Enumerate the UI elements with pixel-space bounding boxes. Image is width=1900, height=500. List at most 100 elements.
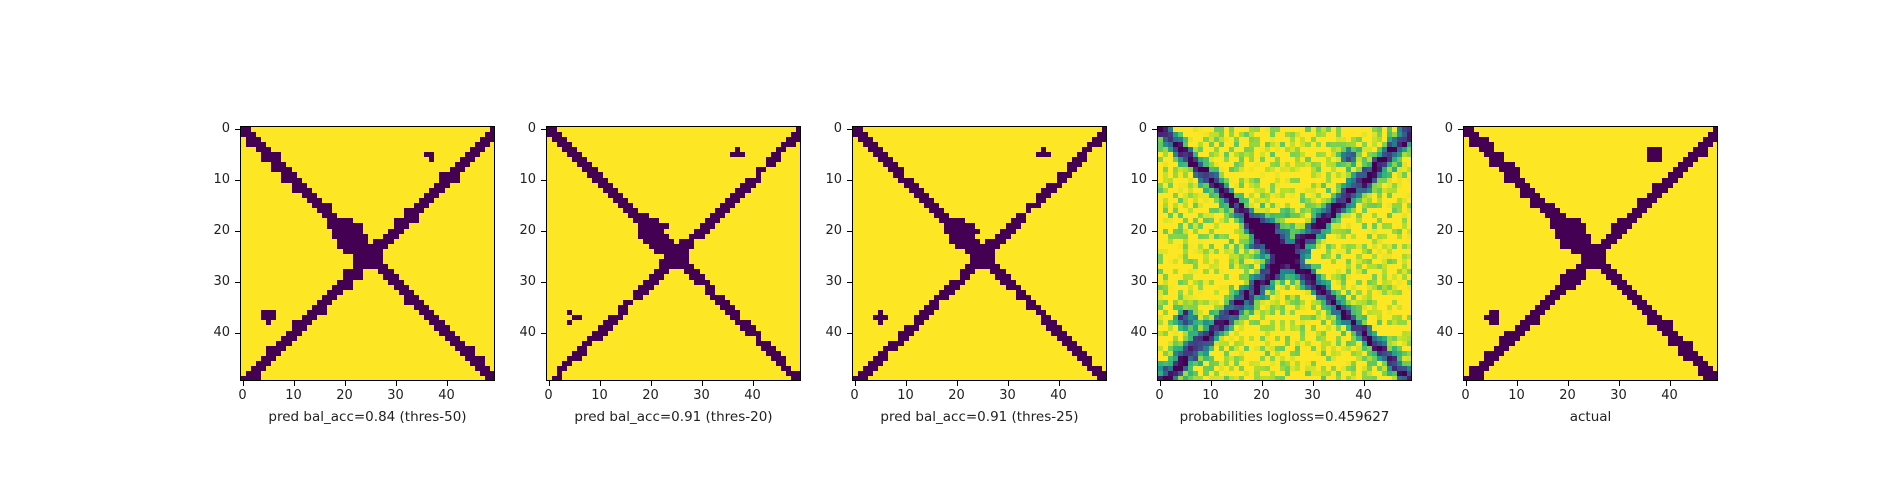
y-tick-label: 20: [825, 222, 842, 238]
x-tick-label: 40: [1661, 388, 1678, 403]
x-tick-label: 10: [1202, 388, 1219, 403]
y-tick-label: 40: [519, 324, 536, 340]
x-tick-mark: [1210, 381, 1212, 386]
y-tick-mark: [235, 179, 240, 181]
y-tick-label: 10: [213, 171, 230, 187]
x-tick-label: 0: [1155, 388, 1164, 403]
y-tick-mark: [541, 281, 546, 283]
y-tick-label: 20: [1436, 222, 1453, 238]
heatmap-cells: [241, 127, 494, 380]
x-tick-mark: [1261, 381, 1263, 386]
x-tick-mark: [956, 381, 958, 386]
x-tick-mark: [1312, 381, 1314, 386]
y-tick-label: 30: [519, 273, 536, 289]
x-tick-mark: [242, 381, 244, 386]
y-tick-mark: [1458, 179, 1463, 181]
x-tick-mark: [599, 381, 601, 386]
y-tick-mark: [541, 128, 546, 130]
y-tick-label: 30: [825, 273, 842, 289]
x-tick-label: 20: [948, 388, 965, 403]
x-tick-mark: [1007, 381, 1009, 386]
y-tick-mark: [1458, 332, 1463, 334]
y-tick-mark: [1152, 179, 1157, 181]
x-tick-mark: [1618, 381, 1620, 386]
x-tick-mark: [446, 381, 448, 386]
x-tick-label: 20: [1559, 388, 1576, 403]
x-tick-mark: [854, 381, 856, 386]
y-tick-mark: [847, 128, 852, 130]
heatmap-plot-area: [852, 126, 1107, 381]
y-tick-mark: [1458, 128, 1463, 130]
y-tick-label: 10: [1436, 171, 1453, 187]
x-axis-label: pred bal_acc=0.91 (thres-25): [880, 409, 1079, 425]
x-tick-label: 0: [238, 388, 247, 403]
y-tick-mark: [235, 332, 240, 334]
x-tick-label: 40: [744, 388, 761, 403]
y-tick-mark: [1458, 230, 1463, 232]
x-axis-label: pred bal_acc=0.91 (thres-20): [574, 409, 773, 425]
y-tick-mark: [235, 128, 240, 130]
y-tick-mark: [541, 230, 546, 232]
y-tick-mark: [541, 179, 546, 181]
x-tick-label: 30: [693, 388, 710, 403]
x-tick-label: 30: [1610, 388, 1627, 403]
y-tick-mark: [847, 332, 852, 334]
y-tick-label: 10: [825, 171, 842, 187]
y-tick-label: 20: [519, 222, 536, 238]
x-tick-mark: [650, 381, 652, 386]
y-tick-label: 40: [825, 324, 842, 340]
x-tick-mark: [1567, 381, 1569, 386]
y-tick-label: 10: [1130, 171, 1147, 187]
x-tick-label: 0: [544, 388, 553, 403]
x-tick-label: 40: [438, 388, 455, 403]
y-tick-mark: [1152, 128, 1157, 130]
x-axis-label: pred bal_acc=0.84 (thres-50): [268, 409, 467, 425]
y-tick-label: 20: [1130, 222, 1147, 238]
y-tick-label: 0: [221, 120, 230, 136]
y-tick-mark: [1152, 230, 1157, 232]
y-tick-label: 30: [1436, 273, 1453, 289]
x-tick-label: 40: [1050, 388, 1067, 403]
x-tick-label: 10: [1508, 388, 1525, 403]
y-tick-mark: [235, 230, 240, 232]
x-tick-mark: [344, 381, 346, 386]
y-tick-label: 30: [1130, 273, 1147, 289]
heatmap-cells: [1464, 127, 1717, 380]
y-tick-label: 0: [1138, 120, 1147, 136]
x-tick-mark: [1159, 381, 1161, 386]
heatmap-cells: [853, 127, 1106, 380]
x-axis-label: probabilities logloss=0.459627: [1179, 409, 1390, 425]
x-tick-mark: [701, 381, 703, 386]
x-tick-mark: [1516, 381, 1518, 386]
x-tick-mark: [1465, 381, 1467, 386]
x-tick-label: 20: [336, 388, 353, 403]
x-tick-mark: [1669, 381, 1671, 386]
x-tick-label: 0: [1461, 388, 1470, 403]
x-tick-label: 40: [1355, 388, 1372, 403]
heatmap-plot-area: [1463, 126, 1718, 381]
heatmap-cells: [1158, 127, 1411, 380]
heatmap-plot-area: [546, 126, 801, 381]
y-tick-mark: [847, 179, 852, 181]
x-tick-label: 30: [999, 388, 1016, 403]
x-tick-mark: [1058, 381, 1060, 386]
y-tick-label: 40: [1130, 324, 1147, 340]
x-tick-label: 20: [642, 388, 659, 403]
x-tick-mark: [1363, 381, 1365, 386]
y-tick-label: 40: [213, 324, 230, 340]
x-tick-mark: [548, 381, 550, 386]
y-tick-label: 10: [519, 171, 536, 187]
x-tick-mark: [905, 381, 907, 386]
heatmap-cells: [547, 127, 800, 380]
x-tick-label: 10: [591, 388, 608, 403]
x-tick-label: 20: [1253, 388, 1270, 403]
y-tick-label: 0: [1444, 120, 1453, 136]
x-tick-mark: [752, 381, 754, 386]
y-tick-label: 0: [527, 120, 536, 136]
x-tick-label: 0: [850, 388, 859, 403]
x-tick-label: 10: [897, 388, 914, 403]
y-tick-mark: [1152, 281, 1157, 283]
x-axis-label: actual: [1569, 409, 1612, 425]
x-tick-mark: [395, 381, 397, 386]
heatmap-plot-area: [1157, 126, 1412, 381]
